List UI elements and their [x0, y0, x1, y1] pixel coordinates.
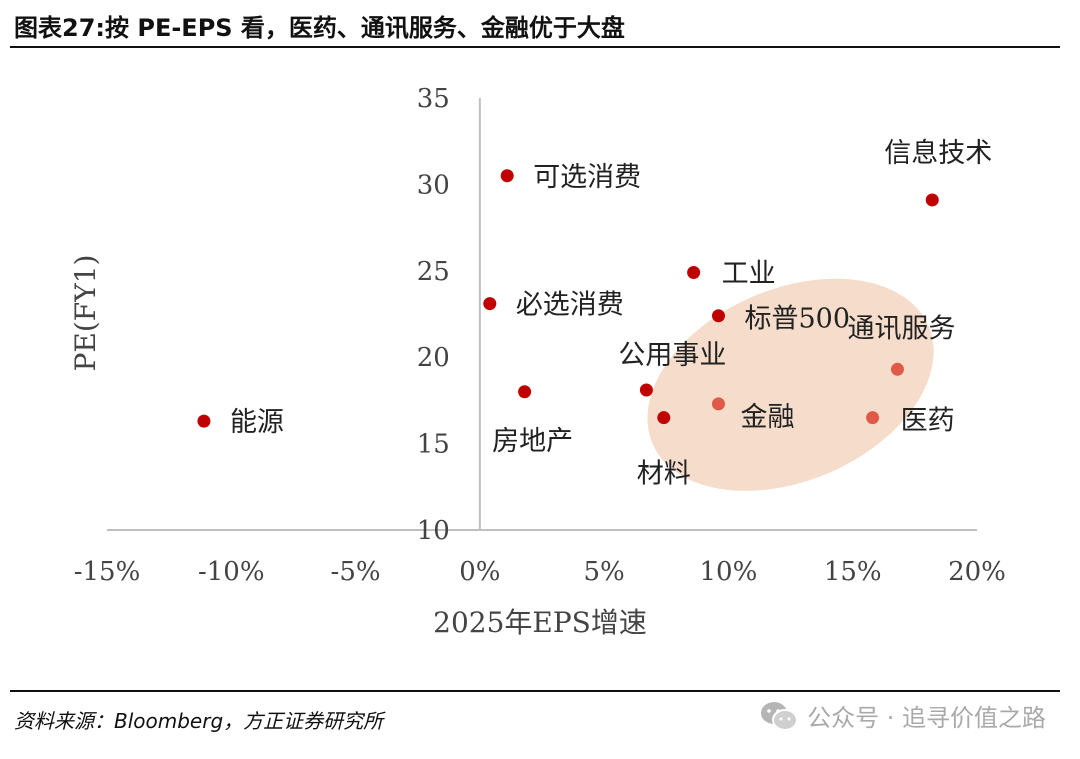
x-tick-label: -5% [331, 557, 381, 587]
data-point-label: 可选消费 [533, 162, 641, 193]
chart-title: 图表27:按 PE-EPS 看，医药、通讯服务、金融优于大盘 [14, 14, 625, 42]
data-point [866, 411, 880, 425]
data-point [711, 309, 725, 323]
data-point-label: 标普500 [744, 304, 850, 335]
x-axis-title: 2025年EPS增速 [433, 606, 647, 639]
data-point [925, 193, 939, 207]
data-point-label: 通讯服务 [847, 313, 955, 344]
source-note: 资料来源：Bloomberg，方正证券研究所 [14, 709, 384, 733]
data-point-label: 公用事业 [618, 340, 726, 371]
highlight-ellipse [647, 278, 934, 491]
data-point [197, 414, 211, 428]
y-axis-title: PE(FY1) [69, 255, 102, 372]
y-tick-label: 30 [417, 170, 450, 200]
tick-labels-layer: -15% -10% -5% 0% 5% 10% 15% 20% 10 15 20 25 30 35 [74, 84, 1006, 587]
x-tick-label: 15% [824, 557, 882, 587]
y-tick-label: 20 [417, 343, 450, 373]
data-point-label: 医药 [901, 406, 955, 437]
watermark-text: 公众号 · 追寻价值之路 [807, 704, 1046, 732]
data-point [500, 169, 514, 183]
points-layer [197, 169, 939, 428]
y-tick-label: 35 [417, 84, 450, 114]
x-tick-label: -15% [74, 557, 141, 587]
y-tick-label: 25 [417, 257, 450, 287]
x-tick-label: 20% [948, 557, 1006, 587]
data-point-label: 工业 [722, 259, 776, 290]
footer-rule [10, 690, 1060, 692]
data-point [687, 266, 701, 280]
y-tick-label: 15 [417, 430, 450, 460]
scatter-chart: -15% -10% -5% 0% 5% 10% 15% 20% 10 15 20 25 30 35 信息技… [69, 84, 1006, 639]
data-point-label: 信息技术 [884, 138, 992, 169]
highlight-region-layer [647, 278, 934, 491]
data-point [483, 297, 497, 311]
x-tick-label: 0% [459, 557, 500, 587]
data-point [657, 411, 671, 425]
y-tick-label: 10 [417, 516, 450, 546]
data-point-label: 必选消费 [516, 290, 624, 321]
data-point [639, 383, 653, 397]
axes-layer [107, 98, 977, 531]
title-rule [10, 46, 1060, 48]
x-tick-label: 10% [700, 557, 758, 587]
data-point [518, 385, 532, 399]
data-point [711, 397, 725, 411]
watermark: 公众号 · 追寻价值之路 [759, 698, 1046, 733]
x-tick-label: -10% [198, 557, 265, 587]
data-point-label: 材料 [637, 459, 691, 490]
data-point-label: 房地产 [492, 426, 573, 457]
data-point-label: 金融 [740, 402, 794, 433]
data-point-label: 能源 [230, 407, 284, 438]
wechat-icon [761, 701, 799, 731]
x-tick-label: 5% [584, 557, 625, 587]
data-point [890, 362, 904, 376]
